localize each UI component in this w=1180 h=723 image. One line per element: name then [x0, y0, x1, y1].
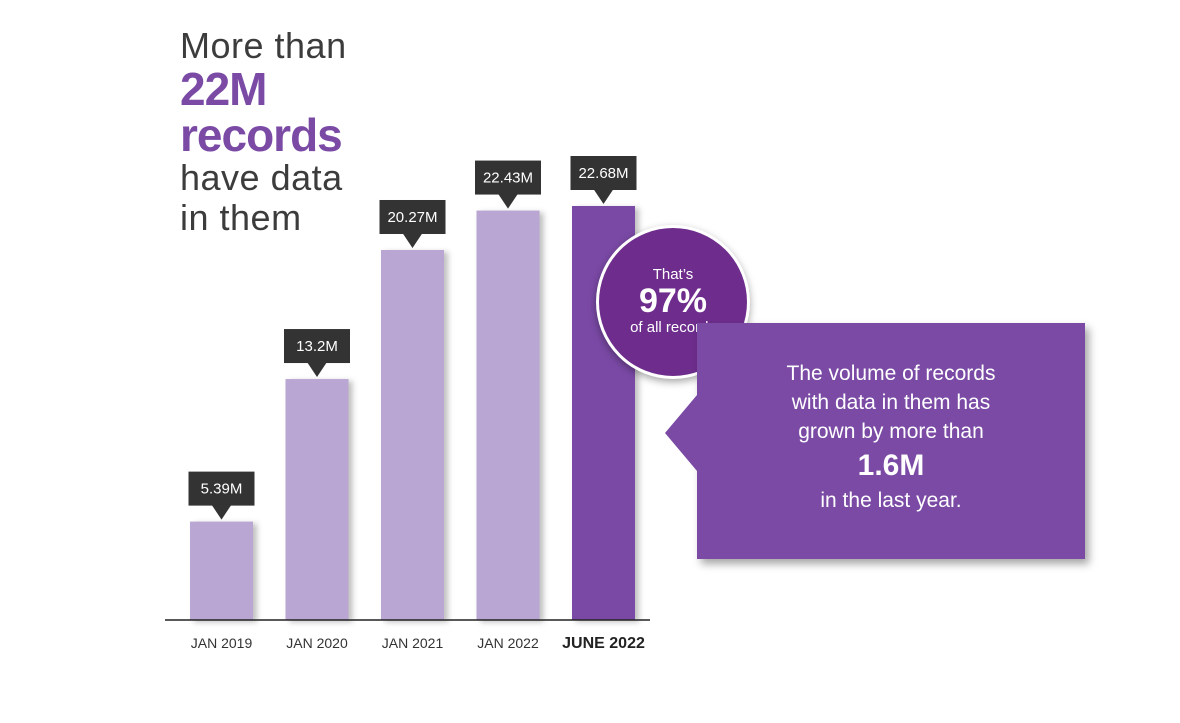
bar-value-pointer-2	[402, 232, 423, 248]
headline: More than 22M records have data in them	[180, 26, 347, 238]
badge-value: 97%	[638, 282, 708, 320]
bar-value-text-1: 13.2M	[296, 338, 338, 355]
bar-2	[381, 249, 444, 620]
bar-value-label-2: 20.27M	[379, 199, 446, 248]
growth-callout: The volume of records with data in them …	[665, 323, 1085, 559]
x-tick-label-4: JUNE 2022	[562, 635, 645, 652]
bar-value-text-4: 22.68M	[578, 165, 628, 182]
bar-0	[190, 521, 253, 620]
headline-records: records	[180, 109, 343, 161]
bar-value-text-2: 20.27M	[387, 209, 437, 226]
bar-value-label-1: 13.2M	[284, 329, 350, 378]
bar-value-label-3: 22.43M	[475, 160, 541, 209]
bar-value-box-2	[379, 199, 446, 234]
bar-value-pointer-4	[593, 189, 614, 204]
bar-value-box-4	[570, 156, 637, 190]
x-tick-label-2: JAN 2021	[382, 635, 444, 651]
headline-value: 22M	[180, 63, 267, 115]
bar-value-text-3: 22.43M	[483, 170, 533, 187]
badge-line3: of all records	[630, 319, 716, 336]
bar-value-box-3	[475, 160, 541, 195]
headline-line4: have data	[180, 157, 343, 198]
bar-3	[476, 210, 540, 621]
bar-value-pointer-1	[307, 362, 327, 378]
bar-value-label-4: 22.68M	[570, 156, 637, 204]
bar-value-box-0	[188, 471, 255, 506]
headline-line1: More than	[180, 25, 347, 66]
callout-line3: grown by more than	[798, 420, 984, 443]
callout-line5: in the last year.	[820, 489, 962, 512]
bar-value-text-0: 5.39M	[201, 481, 243, 498]
callout-line2: with data in them has	[791, 391, 991, 414]
bar-value-box-1	[284, 329, 350, 364]
bar-value-label-0: 5.39M	[188, 471, 255, 520]
bar-value-pointer-0	[211, 504, 232, 520]
callout-value: 1.6M	[857, 449, 925, 482]
x-tick-label-0: JAN 2019	[191, 635, 253, 651]
bar-value-pointer-3	[498, 193, 518, 209]
bar-1	[285, 379, 349, 620]
badge-line1: That’s	[652, 266, 694, 283]
x-tick-label-1: JAN 2020	[286, 635, 348, 651]
headline-line5: in them	[180, 197, 302, 238]
x-tick-label-3: JAN 2022	[477, 635, 539, 651]
callout-line1: The volume of records	[786, 362, 996, 385]
